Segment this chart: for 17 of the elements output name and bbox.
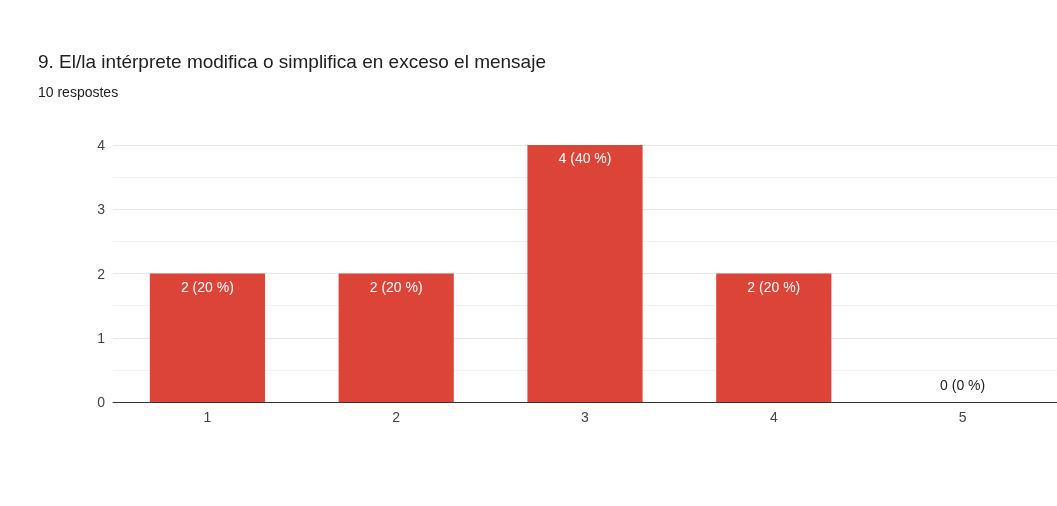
- x-tick-label: 1: [203, 409, 212, 425]
- data-label: 2 (20 %): [747, 278, 801, 295]
- data-label: 2 (20 %): [369, 278, 423, 295]
- x-tick-label: 4: [769, 409, 778, 425]
- data-label: 2 (20 %): [180, 278, 234, 295]
- y-tick-label: 3: [97, 201, 106, 218]
- x-tick-label: 2: [392, 409, 401, 425]
- y-tick-label: 1: [97, 329, 106, 346]
- data-label: 0 (0 %): [940, 377, 986, 393]
- chart-subtitle: 10 respostes: [38, 84, 119, 100]
- y-tick-label: 0: [97, 394, 106, 410]
- x-tick-label: 3: [581, 409, 590, 425]
- data-label: 4 (40 %): [558, 150, 612, 166]
- y-tick-label: 4: [97, 137, 106, 153]
- chart-title: 9. El/la intérprete modifica o simplifica en exceso el mensaje: [38, 51, 546, 72]
- x-tick-label: 5: [958, 409, 967, 425]
- y-tick-label: 2: [97, 265, 106, 282]
